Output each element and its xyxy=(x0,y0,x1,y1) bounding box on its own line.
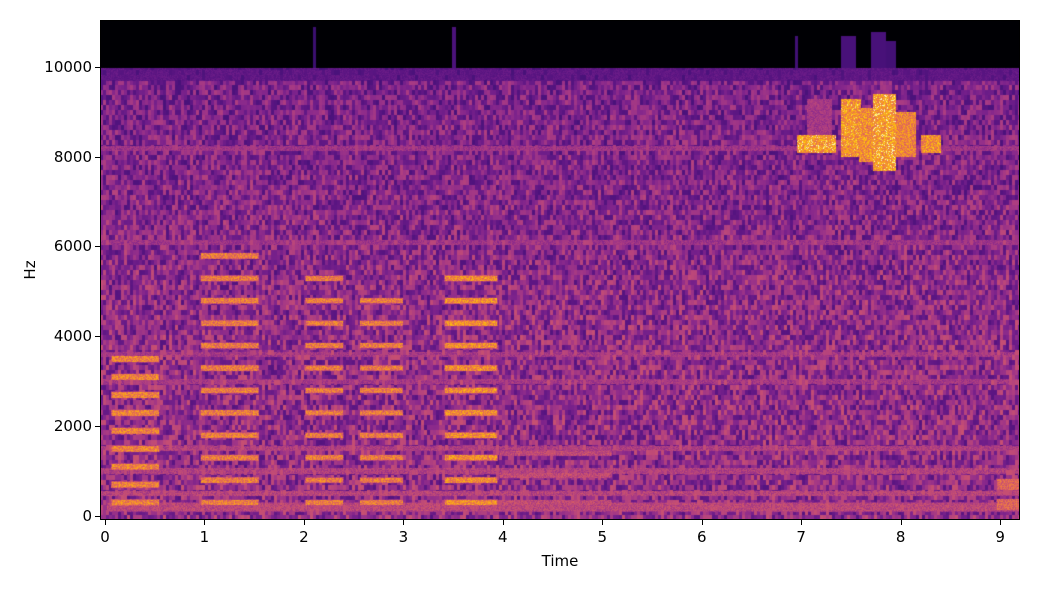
x-tick-label: 3 xyxy=(399,528,409,546)
x-tick-mark xyxy=(602,520,603,525)
y-tick-mark xyxy=(95,336,100,337)
x-tick-label: 9 xyxy=(995,528,1005,546)
y-tick-label: 6000 xyxy=(54,237,92,255)
x-tick-label: 5 xyxy=(597,528,607,546)
y-axis-label: Hz xyxy=(21,260,39,279)
x-tick-mark xyxy=(105,520,106,525)
x-tick-label: 6 xyxy=(697,528,707,546)
x-tick-mark xyxy=(403,520,404,525)
x-tick-mark xyxy=(901,520,902,525)
spectrogram-plot xyxy=(100,20,1020,520)
x-tick-label: 0 xyxy=(100,528,110,546)
y-tick-mark xyxy=(95,516,100,517)
x-axis-label: Time xyxy=(542,552,579,570)
x-tick-label: 8 xyxy=(896,528,906,546)
y-tick-mark xyxy=(95,426,100,427)
x-tick-mark xyxy=(204,520,205,525)
figure: Time Hz 0 1 2 3 4 5 6 7 8 9 0 2000 4000 6000 8000 1000… xyxy=(0,0,1050,600)
x-tick-label: 7 xyxy=(796,528,806,546)
x-tick-mark xyxy=(304,520,305,525)
x-tick-mark xyxy=(503,520,504,525)
x-tick-label: 1 xyxy=(200,528,210,546)
y-tick-label: 2000 xyxy=(54,417,92,435)
y-tick-mark xyxy=(95,157,100,158)
x-tick-label: 2 xyxy=(299,528,309,546)
y-tick-label: 4000 xyxy=(54,327,92,345)
spectrogram-canvas xyxy=(100,20,1020,520)
y-tick-label: 10000 xyxy=(44,58,92,76)
y-tick-mark xyxy=(95,246,100,247)
y-tick-label: 0 xyxy=(82,507,92,525)
y-tick-mark xyxy=(95,67,100,68)
x-tick-label: 4 xyxy=(498,528,508,546)
x-tick-mark xyxy=(702,520,703,525)
x-tick-mark xyxy=(801,520,802,525)
x-tick-mark xyxy=(1000,520,1001,525)
y-tick-label: 8000 xyxy=(54,148,92,166)
